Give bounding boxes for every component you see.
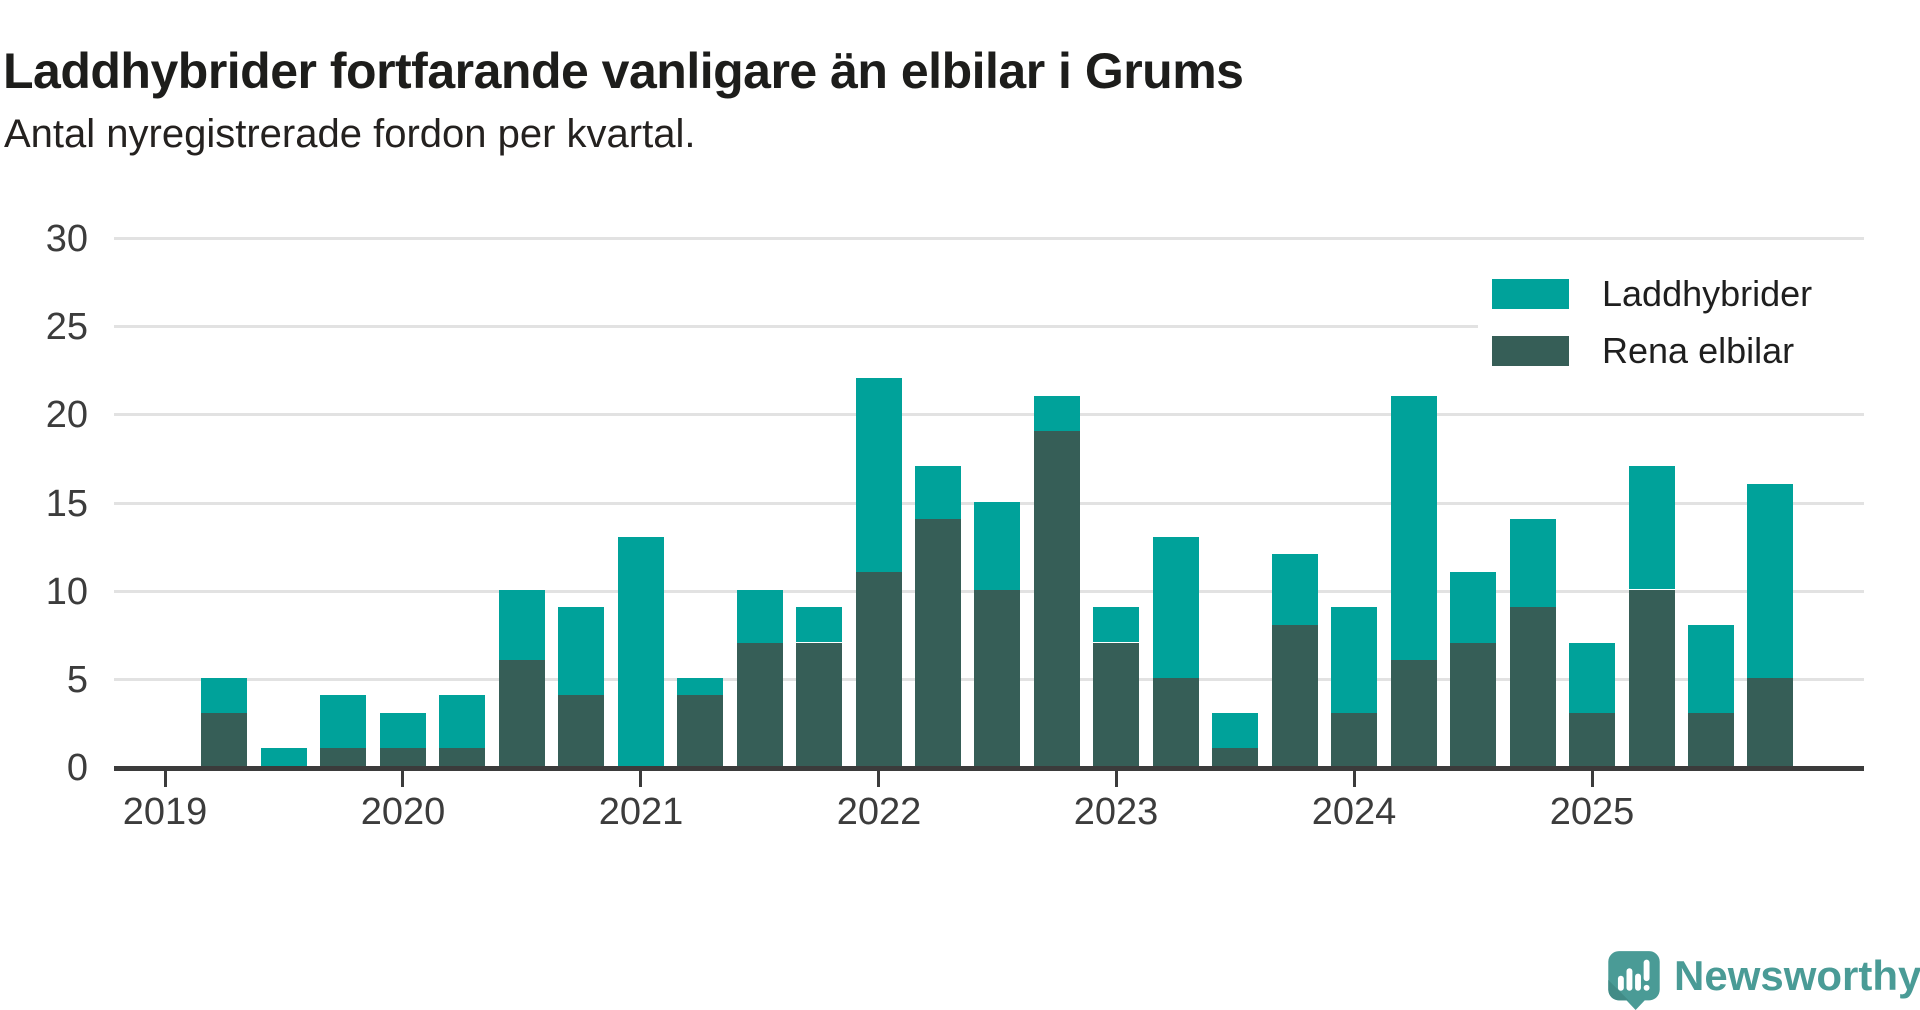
- y-tick-label-30: 30: [45, 218, 88, 260]
- bar-segment-rena-elbilar-2022-q1: [856, 572, 902, 766]
- x-axis-line: [114, 766, 1864, 771]
- x-tick-label-2024: 2024: [1311, 791, 1397, 833]
- chart-title: Laddhybrider fortfarande vanligare än el…: [3, 42, 1244, 99]
- x-tick-label-2023: 2023: [1073, 791, 1159, 833]
- bar-segment-rena-elbilar-2025-q2: [1629, 590, 1675, 766]
- x-tick-label-2021: 2021: [598, 791, 684, 833]
- bar-segment-rena-elbilar-2022-q2: [915, 519, 961, 766]
- bar-segment-laddhybrider-2021-q4: [796, 607, 842, 642]
- bar-segment-laddhybrider-2025-q3: [1688, 625, 1734, 713]
- bar-segment-rena-elbilar-2023-q3: [1212, 748, 1258, 766]
- bar-segment-rena-elbilar-2024-q3: [1450, 643, 1496, 766]
- x-tick-label-2019: 2019: [122, 791, 208, 833]
- bar-segment-laddhybrider-2024-q3: [1450, 572, 1496, 643]
- bar-segment-rena-elbilar-2020-q2: [439, 748, 485, 766]
- bar-segment-laddhybrider-2025-q4: [1747, 484, 1793, 678]
- x-tick-mark-2021: [639, 771, 642, 787]
- legend-row-rena-elbilar: Rena elbilar: [1478, 330, 1870, 371]
- bar-segment-rena-elbilar-2021-q3: [737, 643, 783, 766]
- y-tick-label-0: 0: [66, 747, 88, 789]
- y-tick-label-20: 20: [45, 394, 88, 436]
- bar-segment-laddhybrider-2020-q3: [499, 590, 545, 661]
- bar-segment-rena-elbilar-2022-q3: [974, 590, 1020, 766]
- bar-segment-rena-elbilar-2024-q2: [1391, 660, 1437, 766]
- bar-segment-rena-elbilar-2024-q4: [1510, 607, 1556, 766]
- bar-segment-laddhybrider-2022-q4: [1034, 396, 1080, 431]
- legend-swatch-laddhybrider: [1492, 279, 1569, 309]
- bar-segment-rena-elbilar-2023-q1: [1093, 643, 1139, 766]
- x-tick-mark-2025: [1591, 771, 1594, 787]
- bar-segment-laddhybrider-2021-q2: [677, 678, 723, 696]
- bar-segment-rena-elbilar-2023-q2: [1153, 678, 1199, 766]
- bar-segment-rena-elbilar-2021-q2: [677, 695, 723, 766]
- x-tick-mark-2024: [1353, 771, 1356, 787]
- bar-segment-laddhybrider-2019-q3: [261, 748, 307, 766]
- legend-row-laddhybrider: Laddhybrider: [1478, 273, 1870, 314]
- legend: Laddhybrider Rena elbilar: [1478, 256, 1870, 380]
- legend-label-rena-elbilar: Rena elbilar: [1602, 330, 1795, 371]
- x-tick-mark-2019: [164, 771, 167, 787]
- newsworthy-logo-icon: [1608, 951, 1660, 1010]
- bar-segment-rena-elbilar-2025-q1: [1569, 713, 1615, 766]
- bar-segment-laddhybrider-2023-q1: [1093, 607, 1139, 642]
- bar-segment-rena-elbilar-2021-q4: [796, 643, 842, 766]
- bar-segment-laddhybrider-2020-q4: [558, 607, 604, 695]
- bar-segment-laddhybrider-2023-q2: [1153, 537, 1199, 678]
- stacked-bar-chart: 2025 2024 2023 2022 2021 2020 2019 30 25 20 15 10 5 0…: [45, 218, 1870, 833]
- bar-segment-laddhybrider-2022-q3: [974, 502, 1020, 590]
- bar-segment-laddhybrider-2023-q4: [1272, 554, 1318, 625]
- bar-segment-laddhybrider-2023-q3: [1212, 713, 1258, 748]
- newsworthy-logo-text: Newsworthy: [1674, 952, 1920, 999]
- bar-segment-laddhybrider-2020-q2: [439, 695, 485, 748]
- legend-label-laddhybrider: Laddhybrider: [1602, 273, 1813, 314]
- bar-segment-rena-elbilar-2025-q3: [1688, 713, 1734, 766]
- bar-segment-laddhybrider-2022-q1: [856, 378, 902, 572]
- x-tick-mark-2023: [1115, 771, 1118, 787]
- bar-segment-rena-elbilar-2025-q4: [1747, 678, 1793, 766]
- bar-segment-rena-elbilar-2020-q1: [380, 748, 426, 766]
- bar-segment-laddhybrider-2024-q1: [1331, 607, 1377, 713]
- y-tick-label-25: 25: [45, 306, 88, 348]
- bar-segment-rena-elbilar-2020-q4: [558, 695, 604, 766]
- bar-segment-laddhybrider-2020-q1: [380, 713, 426, 748]
- bar-segment-laddhybrider-2021-q1: [618, 537, 664, 766]
- bar-segment-laddhybrider-2025-q2: [1629, 466, 1675, 589]
- gridline-y20: [114, 413, 1864, 416]
- x-tick-mark-2020: [401, 771, 404, 787]
- y-tick-label-5: 5: [66, 659, 88, 701]
- chart-subtitle: Antal nyregistrerade fordon per kvartal.: [4, 112, 696, 156]
- bar-segment-laddhybrider-2022-q2: [915, 466, 961, 519]
- y-tick-label-15: 15: [45, 483, 88, 525]
- bar-segment-rena-elbilar-2019-q4: [320, 748, 366, 766]
- legend-swatch-rena-elbilar: [1492, 336, 1569, 366]
- x-tick-label-2025: 2025: [1549, 791, 1635, 833]
- bar-segment-laddhybrider-2024-q4: [1510, 519, 1556, 607]
- x-tick-mark-2022: [877, 771, 880, 787]
- gridline-y25: [114, 325, 1864, 328]
- bar-segment-laddhybrider-2025-q1: [1569, 643, 1615, 714]
- bar-segment-rena-elbilar-2024-q1: [1331, 713, 1377, 766]
- bar-segment-laddhybrider-2019-q4: [320, 695, 366, 748]
- bar-segment-laddhybrider-2024-q2: [1391, 396, 1437, 660]
- gridline-y30: [114, 237, 1864, 240]
- bar-segment-laddhybrider-2021-q3: [737, 590, 783, 643]
- bar-segment-rena-elbilar-2023-q4: [1272, 625, 1318, 766]
- x-tick-label-2022: 2022: [836, 791, 922, 833]
- y-tick-label-10: 10: [45, 571, 88, 613]
- bar-segment-rena-elbilar-2020-q3: [499, 660, 545, 766]
- bar-segment-laddhybrider-2019-q2: [201, 678, 247, 713]
- bar-segment-rena-elbilar-2019-q2: [201, 713, 247, 766]
- bar-segment-rena-elbilar-2022-q4: [1034, 431, 1080, 766]
- x-tick-label-2020: 2020: [360, 791, 446, 833]
